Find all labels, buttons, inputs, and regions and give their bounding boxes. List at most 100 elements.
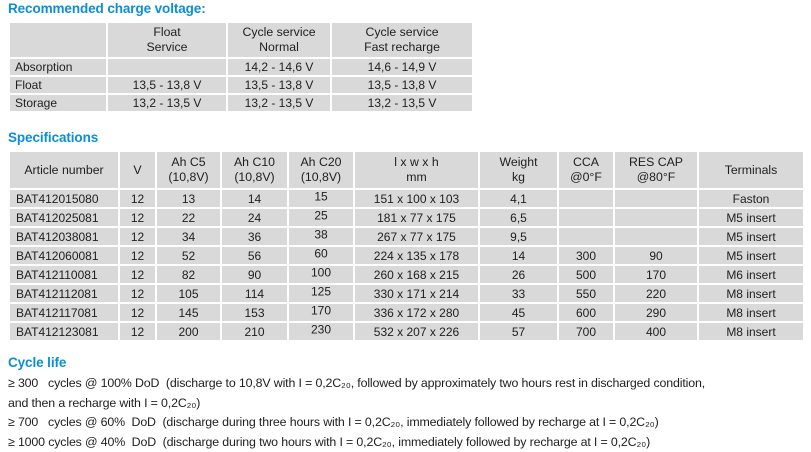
charge-value-cell: 13,2 - 13,5 V: [106, 93, 228, 113]
spec-cell-article: BAT412038081: [8, 226, 120, 247]
spec-header-voltage: V: [118, 150, 157, 190]
specifications-table: Article number V Ah C5 (10,8V) Ah C10 (1…: [8, 150, 805, 342]
spec-cell-ahc5: 82: [155, 264, 222, 285]
row-label: Absorption: [8, 57, 108, 77]
charge-voltage-table: Float Service Cycle service Normal Cycle…: [8, 21, 474, 113]
spec-cell-cca: 500: [557, 264, 615, 285]
spec-row: BAT412060081 12 52 56 60 224 x 135 x 178…: [8, 245, 805, 266]
charge-header-float-service: Float Service: [106, 21, 228, 59]
spec-cell-cca: 700: [557, 321, 615, 342]
spec-cell-dimensions: 267 x 77 x 175: [353, 226, 480, 247]
charge-row-float: Float 13,5 - 13,8 V 13,5 - 13,8 V 13,5 -…: [8, 75, 474, 95]
spec-cell-weight: 14: [478, 245, 559, 266]
spec-row: BAT412123081 12 200 210 230 532 x 207 x …: [8, 321, 805, 342]
spec-header-article: Article number: [8, 150, 120, 190]
spec-header-terminals: Terminals: [697, 150, 805, 190]
row-label: Float: [8, 75, 108, 95]
spec-cell-ahc5: 145: [155, 302, 222, 323]
spec-cell-ahc20: 230: [287, 321, 355, 342]
spec-cell-ahc10: 14: [220, 188, 289, 209]
spec-cell-ahc20: 125: [287, 283, 355, 304]
spec-row: BAT412117081 12 145 153 170 336 x 172 x …: [8, 302, 805, 323]
spec-cell-article: BAT412117081: [8, 302, 120, 323]
charge-header-cycle-normal: Cycle service Normal: [226, 21, 332, 59]
spec-row: BAT412038081 12 34 36 38 267 x 77 x 175 …: [8, 226, 805, 247]
charge-value-cell: 13,2 - 13,5 V: [330, 93, 474, 113]
spec-cell-weight: 26: [478, 264, 559, 285]
spec-cell-rescap: [613, 226, 699, 247]
spec-cell-cca: 600: [557, 302, 615, 323]
spec-cell-voltage: 12: [118, 207, 157, 228]
spec-cell-ahc5: 200: [155, 321, 222, 342]
spec-header-ahc5: Ah C5 (10,8V): [155, 150, 222, 190]
spec-cell-rescap: 170: [613, 264, 699, 285]
spec-cell-cca: 300: [557, 245, 615, 266]
ahc20-value: 125: [310, 284, 332, 298]
cycle-life-line: ≥ 1000 cycles @ 40% DoD (discharge durin…: [8, 434, 651, 449]
spec-cell-voltage: 12: [118, 321, 157, 342]
row-label: Storage: [8, 93, 108, 113]
spec-cell-terminals: M8 insert: [697, 283, 805, 304]
spec-header-rescap: RES CAP @80°F: [613, 150, 699, 190]
cycle-life-text: ≥ 300 cycles @ 100% DoD (discharge to 10…: [8, 374, 811, 452]
spec-cell-weight: 6,5: [478, 207, 559, 228]
cycle-life-line: ≥ 700 cycles @ 60% DoD (discharge during…: [8, 415, 659, 429]
spec-cell-terminals: Faston: [697, 188, 805, 209]
spec-cell-dimensions: 260 x 168 x 215: [353, 264, 480, 285]
charge-header-row: Float Service Cycle service Normal Cycle…: [8, 21, 474, 59]
spec-cell-ahc10: 24: [220, 207, 289, 228]
spec-header-cca: CCA @0°F: [557, 150, 615, 190]
charge-value-cell: [106, 57, 228, 77]
spec-cell-cca: [557, 207, 615, 228]
spec-cell-ahc5: 22: [155, 207, 222, 228]
spec-cell-voltage: 12: [118, 302, 157, 323]
spec-cell-ahc10: 56: [220, 245, 289, 266]
spec-cell-ahc20: 100: [287, 264, 355, 285]
spec-cell-terminals: M6 insert: [697, 264, 805, 285]
ahc20-value: 230: [310, 322, 332, 336]
ahc20-value: 15: [314, 189, 328, 203]
spec-cell-ahc5: 34: [155, 226, 222, 247]
spec-header-ahc10: Ah C10 (10,8V): [220, 150, 289, 190]
spec-cell-article: BAT412123081: [8, 321, 120, 342]
spec-header-row: Article number V Ah C5 (10,8V) Ah C10 (1…: [8, 150, 805, 190]
spec-cell-cca: 550: [557, 283, 615, 304]
cycle-life-line: and then a recharge with I = 0,2C₂₀): [8, 395, 201, 410]
spec-cell-article: BAT412060081: [8, 245, 120, 266]
spec-cell-weight: 57: [478, 321, 559, 342]
spec-cell-terminals: M5 insert: [697, 245, 805, 266]
spec-cell-rescap: 290: [613, 302, 699, 323]
charge-voltage-title: Recommended charge voltage:: [8, 1, 206, 16]
spec-cell-ahc10: 153: [220, 302, 289, 323]
spec-cell-weight: 45: [478, 302, 559, 323]
charge-header-empty: [8, 21, 108, 59]
charge-value-cell: 14,2 - 14,6 V: [226, 57, 332, 77]
spec-cell-dimensions: 532 x 207 x 226: [353, 321, 480, 342]
spec-header-dimensions: l x w x h mm: [353, 150, 480, 190]
spec-cell-ahc20: 170: [287, 302, 355, 323]
specifications-title: Specifications: [8, 130, 99, 145]
spec-cell-voltage: 12: [118, 264, 157, 285]
spec-cell-ahc5: 105: [155, 283, 222, 304]
spec-cell-rescap: 220: [613, 283, 699, 304]
spec-cell-weight: 9,5: [478, 226, 559, 247]
spec-cell-terminals: M8 insert: [697, 302, 805, 323]
spec-cell-terminals: M5 insert: [697, 207, 805, 228]
spec-cell-ahc10: 210: [220, 321, 289, 342]
spec-cell-ahc20: 25: [287, 207, 355, 228]
spec-cell-terminals: M8 insert: [697, 321, 805, 342]
spec-row: BAT412110081 12 82 90 100 260 x 168 x 21…: [8, 264, 805, 285]
spec-row: BAT412025081 12 22 24 25 181 x 77 x 175 …: [8, 207, 805, 228]
charge-value-cell: 13,2 - 13,5 V: [226, 93, 332, 113]
spec-cell-ahc20: 15: [287, 188, 355, 209]
spec-cell-article: BAT412112081: [8, 283, 120, 304]
spec-cell-dimensions: 151 x 100 x 103: [353, 188, 480, 209]
spec-cell-terminals: M5 insert: [697, 226, 805, 247]
spec-cell-ahc10: 90: [220, 264, 289, 285]
spec-cell-cca: [557, 226, 615, 247]
spec-cell-cca: [557, 188, 615, 209]
ahc20-value: 170: [310, 303, 332, 317]
spec-cell-weight: 4,1: [478, 188, 559, 209]
spec-cell-article: BAT412015080: [8, 188, 120, 209]
ahc20-value: 25: [314, 208, 328, 222]
